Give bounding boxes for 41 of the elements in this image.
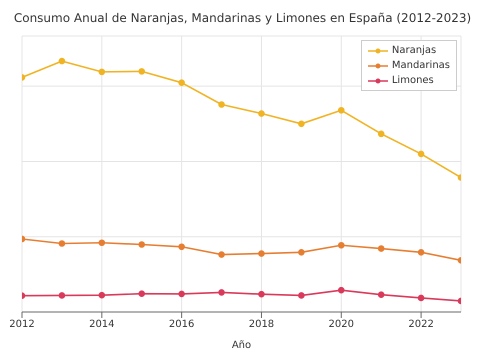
point xyxy=(378,130,384,138)
point xyxy=(418,150,424,158)
point xyxy=(58,292,66,299)
point xyxy=(218,289,225,296)
point xyxy=(258,290,265,298)
point xyxy=(338,286,345,294)
point xyxy=(378,291,384,298)
point xyxy=(298,120,305,128)
point xyxy=(258,250,265,257)
x-tick-label: 2014 xyxy=(89,319,115,330)
point xyxy=(98,292,106,298)
point xyxy=(298,248,305,256)
point xyxy=(258,110,265,117)
point xyxy=(218,101,225,108)
point xyxy=(178,243,185,250)
point xyxy=(298,292,305,299)
point xyxy=(138,241,146,248)
point xyxy=(178,79,185,86)
point xyxy=(98,239,106,246)
point xyxy=(378,245,384,252)
x-axis-title: Año xyxy=(232,340,252,351)
point xyxy=(338,106,345,114)
point xyxy=(338,242,345,249)
legend-label: Limones xyxy=(392,74,434,88)
point xyxy=(138,68,146,75)
x-tick-label: 2018 xyxy=(248,319,274,330)
point xyxy=(178,290,185,298)
x-tick-label: 2020 xyxy=(328,319,354,330)
x-tick-label: 2016 xyxy=(168,319,194,330)
point xyxy=(58,58,66,64)
x-tick-label: 2012 xyxy=(9,319,35,330)
point xyxy=(138,290,146,297)
point xyxy=(418,248,424,256)
legend-label: Naranjas xyxy=(392,44,436,58)
point xyxy=(418,294,424,302)
legend-label: Mandarinas xyxy=(392,59,450,73)
point xyxy=(58,240,66,247)
x-tick-label: 2022 xyxy=(408,319,434,330)
point xyxy=(218,251,225,258)
point xyxy=(98,68,106,76)
chart-title: Consumo Anual de Naranjas, Mandarinas y Limones en España (2012-2023) xyxy=(12,10,472,27)
